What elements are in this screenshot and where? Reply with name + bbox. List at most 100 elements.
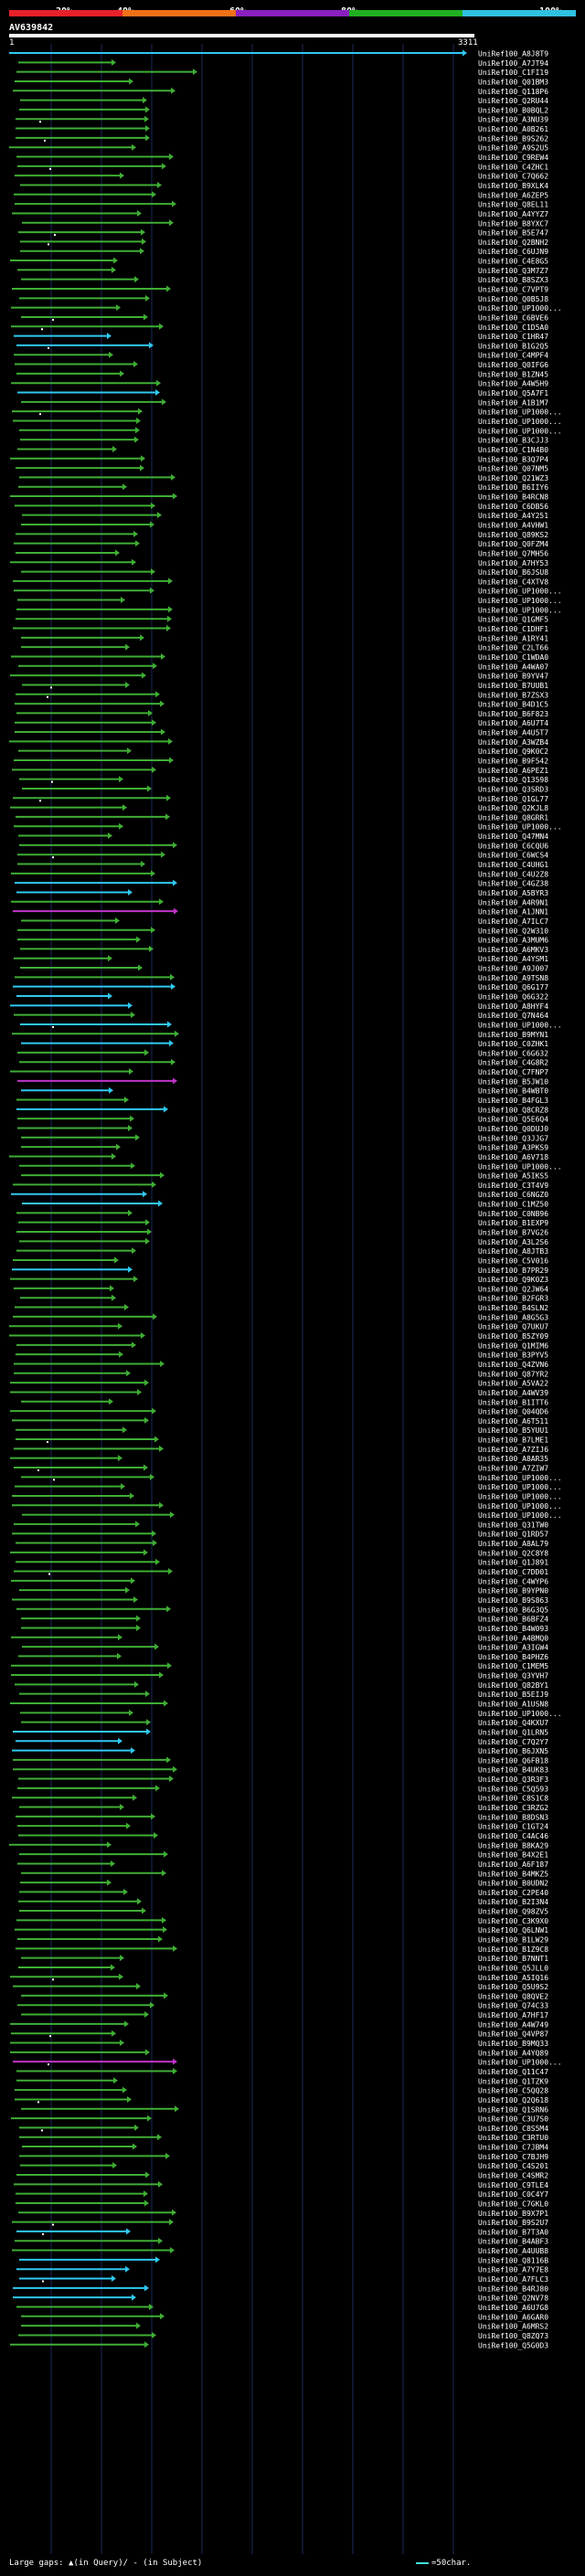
hit-label[interactable]: UniRef100_C1WDA0: [478, 653, 548, 662]
hit-label[interactable]: UniRef100_A7FLC3: [478, 2275, 548, 2284]
hit-label[interactable]: UniRef100_Q04QD6: [478, 1408, 548, 1416]
hit-label[interactable]: UniRef100_C0C4Y7: [478, 2190, 548, 2199]
hit-label[interactable]: UniRef100_UP1000...: [478, 427, 562, 435]
hit-label[interactable]: UniRef100_B6JSU8: [478, 568, 548, 577]
hit-label[interactable]: UniRef100_Q3R3F3: [478, 1776, 548, 1784]
hit-label[interactable]: UniRef100_UP1000...: [478, 418, 562, 426]
hit-label[interactable]: UniRef100_A6MRS2: [478, 2323, 548, 2331]
hit-label[interactable]: UniRef100_B9S2U7: [478, 2219, 548, 2227]
hit-label[interactable]: UniRef100_Q8ZQ73: [478, 2332, 548, 2340]
hit-label[interactable]: UniRef100_A5BYR3: [478, 889, 548, 897]
hit-label[interactable]: UniRef100_C7Q2Y7: [478, 1738, 548, 1746]
hit-label[interactable]: UniRef100_C1MEM5: [478, 1662, 548, 1670]
hit-label[interactable]: UniRef100_UP1000...: [478, 1483, 562, 1491]
hit-label[interactable]: UniRef100_Q0FZM4: [478, 540, 548, 548]
hit-label[interactable]: UniRef100_B3CJJ3: [478, 437, 548, 445]
hit-label[interactable]: UniRef100_B4MKZ5: [478, 1870, 548, 1878]
hit-label[interactable]: UniRef100_A7JT94: [478, 59, 548, 68]
hit-label[interactable]: UniRef100_C7FNP7: [478, 1068, 548, 1076]
hit-label[interactable]: UniRef100_Q8EL11: [478, 201, 548, 209]
hit-label[interactable]: UniRef100_Q8QVE2: [478, 1992, 548, 2000]
hit-label[interactable]: UniRef100_Q5U9S2: [478, 1983, 548, 1991]
hit-label[interactable]: UniRef100_C5V016: [478, 1256, 548, 1265]
hit-label[interactable]: UniRef100_B1G2Q5: [478, 342, 548, 350]
hit-label[interactable]: UniRef100_B4UK83: [478, 1766, 548, 1775]
hit-label[interactable]: UniRef100_A4WV39: [478, 1389, 548, 1397]
hit-label[interactable]: UniRef100_Q11C47: [478, 2068, 548, 2076]
hit-label[interactable]: UniRef100_B4X2E1: [478, 1851, 548, 1860]
hit-label[interactable]: UniRef100_Q0DUJ0: [478, 1125, 548, 1133]
hit-label[interactable]: UniRef100_C6NGZ0: [478, 1191, 548, 1199]
hit-label[interactable]: UniRef100_C6CQU6: [478, 842, 548, 850]
hit-label[interactable]: UniRef100_UP1000...: [478, 588, 562, 596]
hit-label[interactable]: UniRef100_A8JTB3: [478, 1247, 548, 1256]
hit-label[interactable]: UniRef100_UP1000...: [478, 1511, 562, 1520]
hit-label[interactable]: UniRef100_Q31TW0: [478, 1521, 548, 1529]
hit-label[interactable]: UniRef100_B0BQL2: [478, 106, 548, 114]
hit-label[interactable]: UniRef100_A3MUM6: [478, 937, 548, 945]
hit-label[interactable]: UniRef100_Q7UKU7: [478, 1323, 548, 1331]
hit-label[interactable]: UniRef100_C4SMR2: [478, 2172, 548, 2180]
hit-label[interactable]: UniRef100_C6G632: [478, 1049, 548, 1057]
hit-label[interactable]: UniRef100_A4W749: [478, 2020, 548, 2029]
hit-label[interactable]: UniRef100_Q1MIM6: [478, 1341, 548, 1350]
hit-label[interactable]: UniRef100_B1EXP9: [478, 1219, 548, 1227]
hit-label[interactable]: UniRef100_B7PR29: [478, 1267, 548, 1275]
hit-label[interactable]: UniRef100_Q01BM3: [478, 78, 548, 86]
hit-label[interactable]: UniRef100_B9S863: [478, 1596, 548, 1605]
hit-label[interactable]: UniRef100_B8YXC7: [478, 219, 548, 228]
hit-label[interactable]: UniRef100_Q0B5J8: [478, 295, 548, 303]
hit-label[interactable]: UniRef100_B4ABF3: [478, 2238, 548, 2246]
hit-label[interactable]: UniRef100_Q9K0Z3: [478, 1276, 548, 1284]
hit-label[interactable]: UniRef100_A8J8T9: [478, 50, 548, 58]
hit-label[interactable]: UniRef100_Q89KS2: [478, 531, 548, 539]
hit-label[interactable]: UniRef100_B4FGL3: [478, 1097, 548, 1105]
hit-label[interactable]: UniRef100_B0UDN2: [478, 1880, 548, 1888]
hit-label[interactable]: UniRef100_A6PEZ1: [478, 767, 548, 775]
hit-label[interactable]: UniRef100_B7ZSX3: [478, 691, 548, 699]
hit-label[interactable]: UniRef100_Q2C8Y8: [478, 1549, 548, 1557]
hit-label[interactable]: UniRef100_B8KA29: [478, 1841, 548, 1850]
hit-label[interactable]: UniRef100_A9TSN8: [478, 974, 548, 982]
hit-label[interactable]: UniRef100_B4PHZ6: [478, 1653, 548, 1661]
hit-label[interactable]: UniRef100_Q82BY1: [478, 1681, 548, 1690]
hit-label[interactable]: UniRef100_C4U2Z8: [478, 870, 548, 878]
hit-label[interactable]: UniRef100_B7VG26: [478, 1229, 548, 1237]
hit-label[interactable]: UniRef100_B7T3A0: [478, 2228, 548, 2236]
hit-label[interactable]: UniRef100_B1ITT6: [478, 1398, 548, 1406]
hit-label[interactable]: UniRef100_C4MPF4: [478, 352, 548, 360]
hit-label[interactable]: UniRef100_B4D1C5: [478, 701, 548, 709]
hit-label[interactable]: UniRef100_C6WCS4: [478, 852, 548, 860]
hit-label[interactable]: UniRef100_UP1000...: [478, 1492, 562, 1500]
hit-label[interactable]: UniRef100_B7UUB1: [478, 682, 548, 690]
hit-label[interactable]: UniRef100_UP1000...: [478, 597, 562, 605]
hit-label[interactable]: UniRef100_A7ZIJ6: [478, 1446, 548, 1454]
hit-label[interactable]: UniRef100_B9X7P1: [478, 2210, 548, 2218]
hit-label[interactable]: UniRef100_C3K9X0: [478, 1917, 548, 1925]
hit-label[interactable]: UniRef100_Q2W310: [478, 927, 548, 935]
hit-label[interactable]: UniRef100_B5ZY09: [478, 1332, 548, 1341]
hit-label[interactable]: UniRef100_A1JNN1: [478, 908, 548, 917]
hit-label[interactable]: UniRef100_A8G5G3: [478, 1313, 548, 1321]
hit-label[interactable]: UniRef100_B9F542: [478, 758, 548, 766]
hit-label[interactable]: UniRef100_C9TLE4: [478, 2181, 548, 2189]
hit-label[interactable]: UniRef100_Q2Q618: [478, 2096, 548, 2104]
hit-label[interactable]: UniRef100_Q4ZVN6: [478, 1361, 548, 1369]
hit-label[interactable]: UniRef100_A0B261: [478, 125, 548, 133]
hit-label[interactable]: UniRef100_C0NB96: [478, 1210, 548, 1218]
hit-label[interactable]: UniRef100_UP1000...: [478, 408, 562, 417]
hit-label[interactable]: UniRef100_Q9K0C2: [478, 747, 548, 756]
hit-label[interactable]: UniRef100_C5QQ28: [478, 2087, 548, 2095]
hit-label[interactable]: UniRef100_B2I3N4: [478, 1898, 548, 1906]
hit-label[interactable]: UniRef100_Q5JLL0: [478, 1964, 548, 1972]
hit-label[interactable]: UniRef100_C4ZHC1: [478, 163, 548, 171]
hit-label[interactable]: UniRef100_A8HYF4: [478, 1002, 548, 1011]
hit-label[interactable]: UniRef100_UP1000...: [478, 1710, 562, 1718]
hit-label[interactable]: UniRef100_C7DD01: [478, 1568, 548, 1576]
hit-label[interactable]: UniRef100_Q2NV78: [478, 2295, 548, 2303]
hit-label[interactable]: UniRef100_UP1000...: [478, 1502, 562, 1511]
hit-label[interactable]: UniRef100_B5JW10: [478, 1077, 548, 1086]
hit-label[interactable]: UniRef100_B6BFZ4: [478, 1616, 548, 1624]
hit-label[interactable]: UniRef100_B6IIY6: [478, 483, 548, 492]
hit-label[interactable]: UniRef100_B8DSN3: [478, 1813, 548, 1821]
